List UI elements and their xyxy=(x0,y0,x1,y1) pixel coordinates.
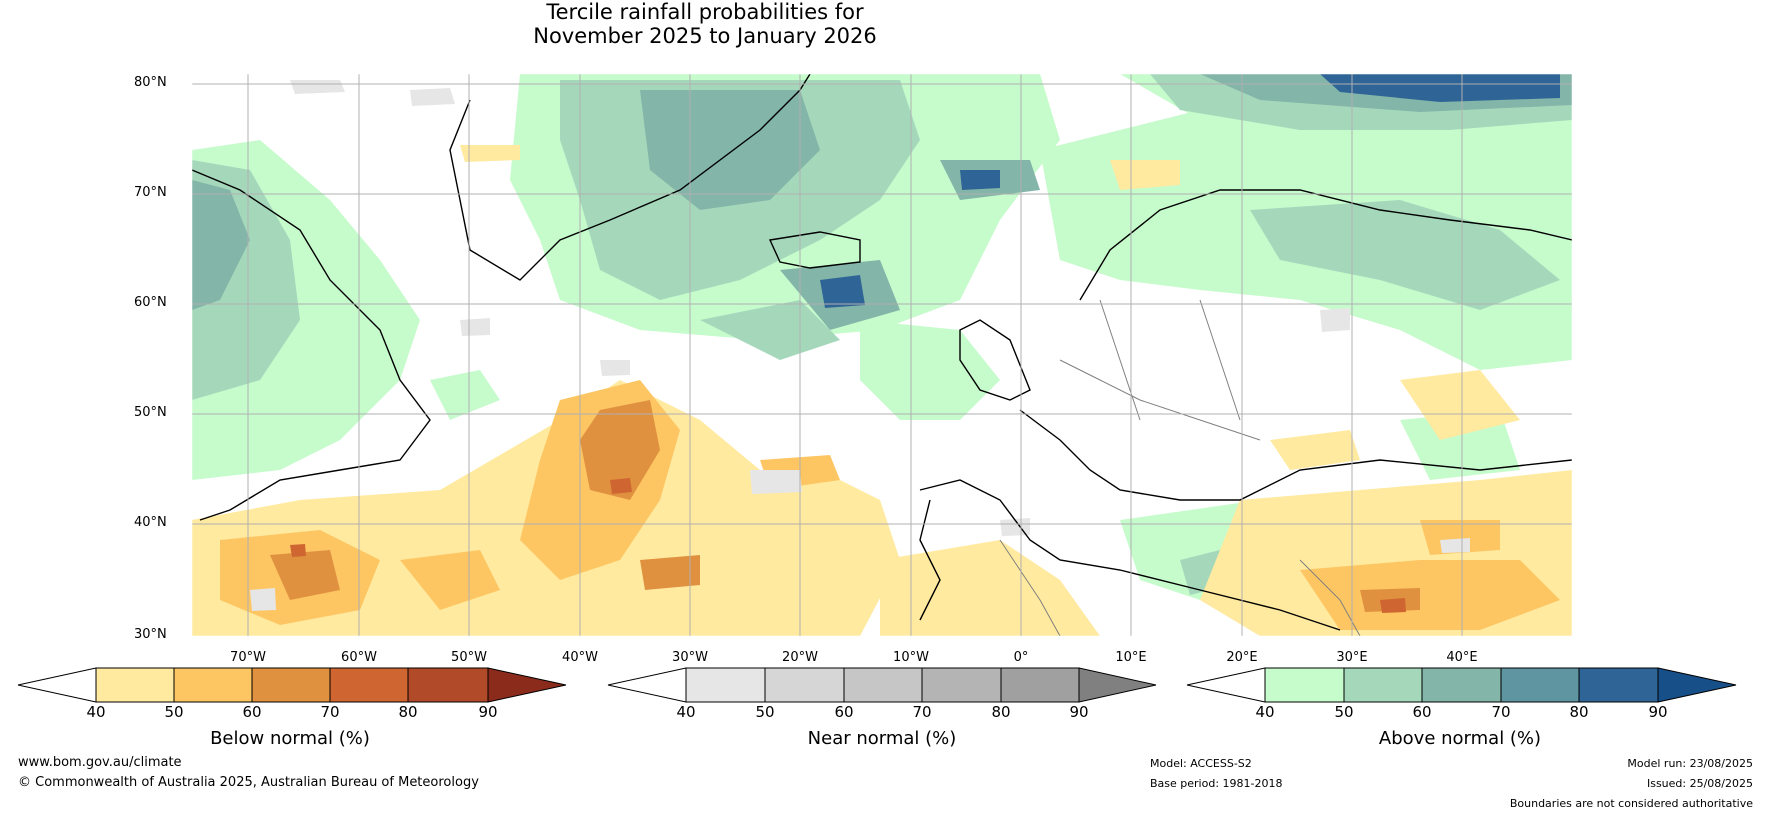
above-normal-80-areas xyxy=(820,74,1560,308)
country-borders xyxy=(999,299,1361,636)
title-line-1: Tercile rainfall probabilities for xyxy=(546,0,864,24)
above-tick-50: 50 xyxy=(1334,703,1354,721)
above-normal-title: Above normal (%) xyxy=(1378,728,1542,749)
british-isles-coast xyxy=(959,319,1031,401)
near-tick-90: 90 xyxy=(1069,703,1089,721)
below-tick-40: 40 xyxy=(86,703,106,721)
lon-label-60w: 60°W xyxy=(341,650,377,665)
above-tick-90: 90 xyxy=(1648,703,1668,721)
europe-south-coast xyxy=(1019,409,1572,501)
lon-label-10w: 10°W xyxy=(893,650,929,665)
colorbar-below xyxy=(17,667,567,703)
north-america-coast xyxy=(192,169,431,521)
above-tick-80: 80 xyxy=(1569,703,1589,721)
africa-north-coast xyxy=(919,479,1341,631)
near-tick-80: 80 xyxy=(991,703,1011,721)
lat-label-30n: 30°N xyxy=(134,627,167,642)
lon-label-40e: 40°E xyxy=(1446,650,1478,665)
scandinavia-coast xyxy=(1079,189,1572,301)
lat-label-50n: 50°N xyxy=(134,405,167,420)
below-tick-50: 50 xyxy=(164,703,184,721)
near-tick-40: 40 xyxy=(676,703,696,721)
title-line-2: November 2025 to January 2026 xyxy=(533,24,877,48)
iceland-coast xyxy=(768,231,861,269)
lat-label-40n: 40°N xyxy=(134,515,167,530)
map-frame xyxy=(191,73,1573,637)
map-title: Tercile rainfall probabilities for Novem… xyxy=(0,0,1410,48)
above-tick-40: 40 xyxy=(1255,703,1275,721)
lat-label-80n: 80°N xyxy=(134,75,167,90)
coastlines xyxy=(192,74,1572,631)
greenland-coast xyxy=(449,74,811,281)
lon-label-0: 0° xyxy=(1013,650,1029,665)
colorbar-near xyxy=(607,667,1157,703)
near-normal-title: Near normal (%) xyxy=(807,728,957,749)
copyright-text: © Commonwealth of Australia 2025, Austra… xyxy=(18,775,479,790)
above-tick-70: 70 xyxy=(1491,703,1511,721)
lat-label-60n: 60°N xyxy=(134,295,167,310)
colorbar-above xyxy=(1186,667,1737,703)
lon-label-70w: 70°W xyxy=(230,650,266,665)
gridlines xyxy=(192,74,1572,636)
lon-label-30w: 30°W xyxy=(672,650,708,665)
lon-label-50w: 50°W xyxy=(451,650,487,665)
near-normal-50-areas xyxy=(250,80,1470,611)
iberia-coast xyxy=(919,499,941,621)
below-normal-80-areas xyxy=(290,478,1406,613)
lon-label-10e: 10°E xyxy=(1115,650,1147,665)
lon-label-30e: 30°E xyxy=(1336,650,1368,665)
below-tick-60: 60 xyxy=(242,703,262,721)
below-tick-90: 90 xyxy=(478,703,498,721)
issued-text: Issued: 25/08/2025 xyxy=(1646,777,1753,790)
near-tick-60: 60 xyxy=(834,703,854,721)
map-field xyxy=(192,74,1572,636)
near-tick-50: 50 xyxy=(755,703,775,721)
disclaimer-text: Boundaries are not considered authoritat… xyxy=(1509,797,1753,810)
below-normal-title: Below normal (%) xyxy=(210,728,370,749)
below-normal-70-areas xyxy=(270,400,1420,612)
model-run-text: Model run: 23/08/2025 xyxy=(1627,757,1753,770)
below-tick-70: 70 xyxy=(320,703,340,721)
website-link[interactable]: www.bom.gov.au/climate xyxy=(18,755,182,770)
base-period-text: Base period: 1981-2018 xyxy=(1150,777,1283,790)
model-text: Model: ACCESS-S2 xyxy=(1150,757,1252,770)
lon-label-20w: 20°W xyxy=(782,650,818,665)
lon-label-20e: 20°E xyxy=(1226,650,1258,665)
above-tick-60: 60 xyxy=(1412,703,1432,721)
near-tick-70: 70 xyxy=(912,703,932,721)
lat-label-70n: 70°N xyxy=(134,185,167,200)
below-tick-80: 80 xyxy=(398,703,418,721)
lon-label-40w: 40°W xyxy=(562,650,598,665)
